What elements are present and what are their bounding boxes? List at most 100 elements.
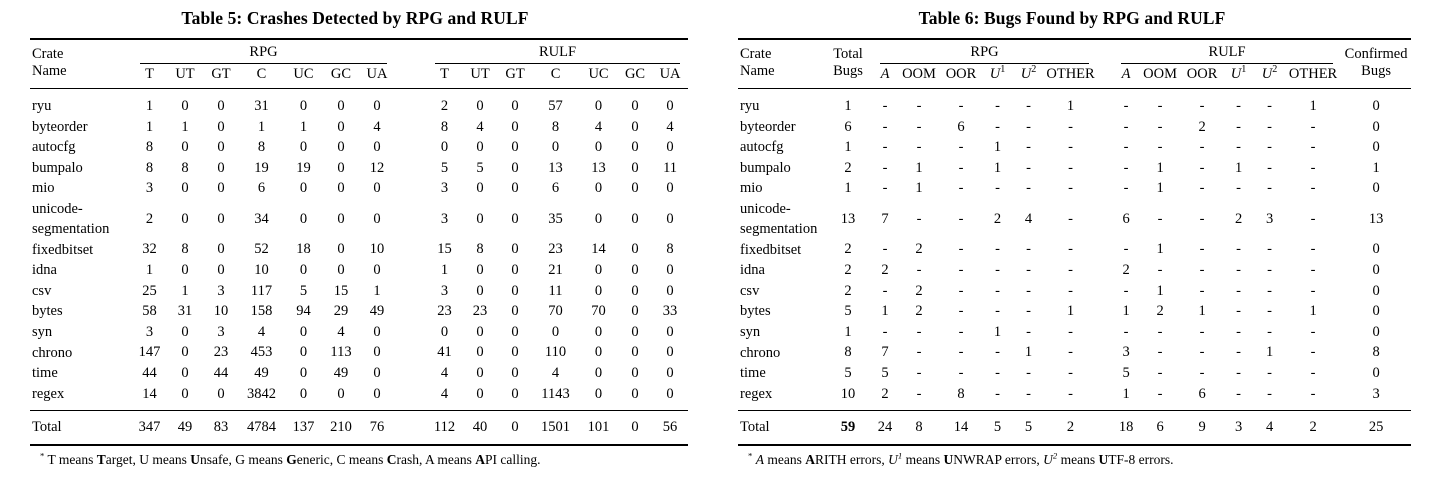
- col-header-rulf-c: C: [532, 64, 580, 89]
- value-cell: 0: [299, 98, 308, 114]
- value-cell: 0: [217, 139, 225, 156]
- value-cell: -: [958, 344, 964, 361]
- value-cell: -: [1267, 98, 1272, 114]
- rulf-group-header: RULF: [427, 39, 688, 64]
- value-cell: 0: [373, 262, 381, 279]
- value-cell: 0: [373, 344, 381, 361]
- column-spacer: [1097, 158, 1113, 179]
- value-cell: -: [958, 139, 964, 156]
- value-cell: -: [1026, 139, 1031, 156]
- value-cell: 4: [476, 118, 484, 135]
- value-cell: 6: [1139, 410, 1182, 445]
- value-cell: -: [1026, 385, 1031, 402]
- table-row: unicode-segmentation 2 0 0 34 0 0 0 3 0 0 35 0 0 0: [30, 199, 688, 240]
- value-cell: 5: [1013, 410, 1044, 445]
- crate-name-cell: autocfg: [32, 139, 76, 156]
- crate-name-header: Crate Name: [738, 39, 824, 89]
- value-cell: -: [1310, 344, 1316, 361]
- value-cell: 0: [666, 282, 674, 299]
- value-cell: 15: [333, 282, 349, 299]
- value-cell: 0: [631, 344, 639, 361]
- value-cell: 0: [594, 262, 603, 279]
- column-spacer: [395, 384, 427, 411]
- value-cell: 10: [369, 241, 385, 258]
- value-cell: 4: [666, 118, 674, 135]
- column-spacer: [1097, 137, 1113, 158]
- value-cell: -: [1026, 180, 1031, 197]
- table-row: unicode-segmentation 13 7 - - 2 4 - 6 - - 2 3 - 13: [738, 199, 1411, 240]
- value-cell: 0: [631, 364, 639, 381]
- value-cell: -: [1026, 303, 1031, 320]
- value-cell: 0: [631, 303, 639, 320]
- value-cell: 0: [476, 323, 484, 340]
- value-cell: 4: [257, 323, 266, 340]
- value-cell: 2: [915, 303, 923, 320]
- col-header-rpg-oor: OOR: [940, 64, 982, 89]
- column-spacer: [395, 281, 427, 302]
- value-cell: -: [1236, 118, 1241, 135]
- value-cell: -: [1236, 139, 1241, 156]
- value-cell: 0: [511, 210, 519, 227]
- value-cell: -: [882, 323, 888, 340]
- value-cell: -: [1267, 118, 1272, 135]
- value-cell: 4: [373, 118, 381, 135]
- value-cell: -: [1199, 364, 1205, 381]
- value-cell: 0: [181, 262, 189, 279]
- value-cell: 14: [142, 385, 157, 402]
- value-cell: -: [995, 180, 1000, 197]
- value-cell: -: [1310, 282, 1316, 299]
- crate-name-cell: unicode-segmentation: [740, 200, 818, 238]
- subcol-header-row: T UT GT C UC GC UA T UT GT C UC GC UA: [30, 64, 689, 89]
- column-spacer: [1097, 117, 1113, 138]
- value-cell: -: [1123, 159, 1129, 176]
- value-cell: -: [1068, 241, 1073, 258]
- value-cell: -: [1236, 262, 1241, 279]
- col-header-rpg-oom: OOM: [898, 64, 940, 89]
- value-cell: 0: [511, 262, 519, 279]
- value-cell: 0: [476, 139, 484, 156]
- value-cell: -: [1236, 282, 1241, 299]
- crate-name-cell: byteorder: [740, 118, 796, 135]
- value-cell: 0: [631, 262, 639, 279]
- table-row: byteorder 6 - - 6 - - - - - 2 - - - 0: [738, 117, 1411, 138]
- value-cell: 1: [1372, 159, 1380, 176]
- value-cell: 0: [217, 180, 225, 197]
- rpg-group-header: RPG: [132, 39, 395, 64]
- value-cell: 117: [250, 282, 273, 299]
- column-spacer: [395, 260, 427, 281]
- value-cell: 0: [666, 323, 674, 340]
- value-cell: -: [958, 364, 964, 381]
- value-cell: 6: [844, 118, 852, 135]
- value-cell: -: [1236, 323, 1241, 340]
- value-cell: 113: [330, 344, 352, 361]
- value-cell: 1: [1122, 303, 1130, 320]
- column-spacer: [395, 239, 427, 260]
- table-row: csv 25 1 3 117 5 15 1 3 0 0 11 0 0 0: [30, 281, 688, 302]
- col-header-rpg-other: OTHER: [1044, 64, 1098, 89]
- value-cell: 1501: [532, 410, 580, 445]
- value-cell: -: [958, 323, 964, 340]
- value-cell: 0: [594, 180, 603, 197]
- value-cell: 6: [1198, 385, 1206, 402]
- value-cell: 8: [145, 139, 154, 156]
- column-spacer: [1097, 384, 1113, 411]
- crate-name-cell: idna: [32, 262, 57, 279]
- value-cell: 0: [217, 385, 225, 402]
- column-spacer: [395, 117, 427, 138]
- table-row: byteorder 1 1 0 1 1 0 4 8 4 0 8 4 0 4: [30, 117, 688, 138]
- value-cell: 0: [631, 323, 639, 340]
- value-cell: 1: [373, 282, 381, 299]
- value-cell: 1: [145, 118, 154, 135]
- value-cell: 3: [217, 323, 225, 340]
- value-cell: 1: [1156, 180, 1164, 197]
- value-cell: 1: [1156, 241, 1164, 258]
- confirmed-bugs-header: Confirmed Bugs: [1341, 39, 1412, 89]
- crate-name-cell: bumpalo: [32, 159, 83, 176]
- value-cell: 23: [213, 344, 229, 361]
- column-spacer: [1097, 363, 1113, 384]
- value-cell: 0: [476, 282, 484, 299]
- value-cell: 1: [881, 303, 889, 320]
- value-cell: 7: [881, 344, 889, 361]
- value-cell: -: [1123, 241, 1129, 258]
- value-cell: 5: [844, 364, 852, 381]
